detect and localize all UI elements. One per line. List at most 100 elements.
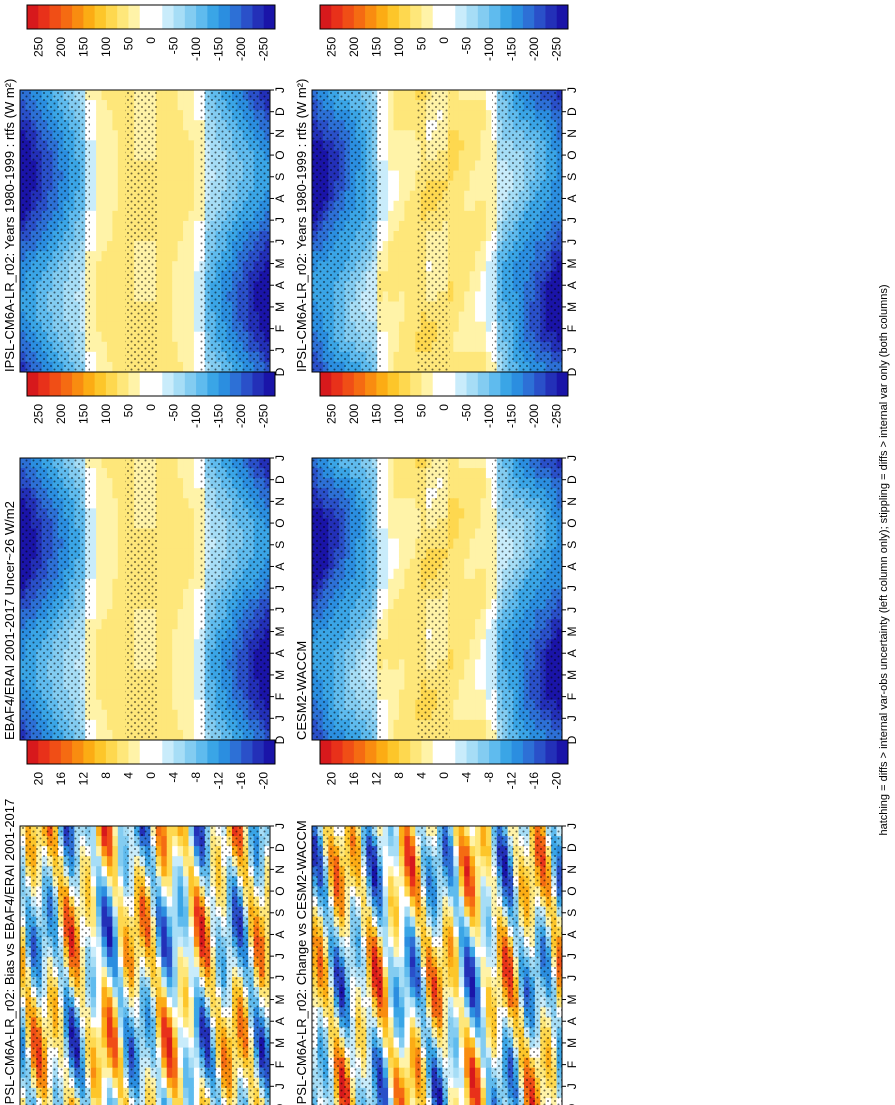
colorbar-swatch [263, 372, 276, 396]
x-tick-label: D [565, 735, 579, 744]
colorbar-swatch [241, 372, 253, 396]
colorbar-swatch [173, 740, 186, 764]
x-tick-label: F [565, 693, 579, 700]
x-tick-label: J [273, 823, 287, 829]
colorbar-label: 250 [31, 37, 45, 57]
x-tick-label: M [565, 670, 579, 680]
colorbar-swatch [184, 5, 197, 29]
colorbar-label: 0 [144, 772, 158, 779]
colorbar-swatch [545, 372, 558, 396]
x-tick-label: M [565, 995, 579, 1005]
colorbar-swatch [60, 372, 73, 396]
panel-frame [19, 825, 271, 1105]
colorbar-swatch [365, 372, 377, 396]
colorbar-swatch [477, 740, 490, 764]
x-tick-label: S [565, 909, 579, 917]
colorbar-swatch [27, 5, 39, 29]
colorbar-swatch [466, 5, 479, 29]
colorbar-swatch [522, 740, 535, 764]
x-tick-label: A [565, 930, 579, 938]
colorbar-swatch [94, 740, 107, 764]
colorbar-label: 200 [347, 37, 361, 57]
x-tick-label: M [273, 1038, 287, 1048]
x-tick-label: A [565, 1017, 579, 1025]
colorbar-swatch [83, 372, 96, 396]
stipple-overlay [312, 458, 562, 740]
x-axis-ticks: D J F M A M J J A S O N D J [270, 87, 287, 376]
x-tick-label: J [565, 455, 579, 461]
colorbar-p2: 250 200 150 100 50 0 -50 -100 -150 -200 -250 [319, 4, 569, 61]
colorbar-swatch [556, 5, 569, 29]
colorbar-swatch [196, 5, 208, 29]
colorbar-label: 20 [324, 772, 338, 786]
x-tick-label: A [565, 562, 579, 570]
colorbar-swatch [421, 740, 434, 764]
colorbar-label: -200 [527, 37, 541, 61]
colorbar-swatch [151, 372, 163, 396]
x-tick-label: N [273, 497, 287, 506]
colorbar-swatch [534, 5, 546, 29]
x-tick-label: J [565, 953, 579, 959]
x-tick-label: N [565, 129, 579, 138]
colorbar-swatch [151, 740, 163, 764]
colorbar-label: -150 [505, 37, 519, 61]
x-tick-label: O [565, 886, 579, 895]
x-tick-label: O [273, 886, 287, 895]
x-tick-label: M [273, 259, 287, 269]
colorbar-swatch [320, 372, 332, 396]
colorbar-swatch [342, 372, 355, 396]
colorbar-swatch [139, 740, 152, 764]
colorbar-p3: 250 200 150 100 50 0 -50 -100 -150 -200 -250 [26, 371, 276, 428]
panel-p1: DJFMAMJJASONDJ80604020020406080°N°SIPSL-… [2, 79, 287, 393]
colorbar-swatch [477, 372, 490, 396]
colorbar-label: -150 [505, 404, 519, 428]
x-tick-label: J [565, 217, 579, 223]
colorbar-swatch [556, 740, 569, 764]
x-tick-label: J [565, 823, 579, 829]
stipple-overlay [20, 826, 270, 1105]
x-tick-label: D [565, 367, 579, 376]
x-tick-label: F [273, 693, 287, 700]
colorbar-swatch [489, 372, 501, 396]
colorbar-label: 50 [121, 37, 135, 51]
x-tick-label: M [565, 302, 579, 312]
x-tick-label: F [565, 325, 579, 332]
x-tick-label: O [565, 150, 579, 159]
colorbar-label: 0 [437, 37, 451, 44]
colorbar-label: 8 [392, 772, 406, 779]
x-tick-label: J [565, 239, 579, 245]
colorbar-swatch [83, 740, 96, 764]
colorbar-swatch [455, 740, 468, 764]
colorbar-label: 150 [76, 404, 90, 424]
colorbar-label: -250 [257, 37, 271, 61]
colorbar-label: -100 [482, 404, 496, 428]
colorbar-label: 250 [324, 37, 338, 57]
colorbar-label: 150 [369, 404, 383, 424]
colorbar-swatch [162, 740, 175, 764]
colorbar-swatch [117, 372, 129, 396]
colorbar-swatch [218, 372, 231, 396]
panel-p5: DJFMAMJJASONDJ80604020020406080°N°SIPSL-… [2, 799, 287, 1105]
colorbar-swatch [229, 5, 242, 29]
colorbar-swatch [500, 372, 513, 396]
x-tick-label: D [273, 735, 287, 744]
colorbar-swatch [94, 372, 107, 396]
colorbar-swatch [128, 5, 141, 29]
stipple-overlay [312, 90, 562, 372]
x-tick-label: J [273, 239, 287, 245]
colorbar-label: -100 [189, 404, 203, 428]
panel-p3: DJFMAMJJASONDJ80604020020406080°N°SEBAF4… [2, 455, 287, 760]
colorbar-label: -200 [527, 404, 541, 428]
colorbar-swatch [398, 740, 411, 764]
colorbar-label: -100 [189, 37, 203, 61]
colorbar-swatch [117, 740, 129, 764]
colorbar-label: 150 [369, 37, 383, 57]
colorbar-swatch [489, 740, 501, 764]
colorbar-swatch [421, 5, 434, 29]
colorbar-swatch [376, 372, 389, 396]
colorbar-swatch [534, 372, 546, 396]
x-tick-label: J [273, 217, 287, 223]
colorbar-label: -200 [234, 404, 248, 428]
colorbar-swatch [387, 372, 400, 396]
x-tick-label: J [565, 347, 579, 353]
